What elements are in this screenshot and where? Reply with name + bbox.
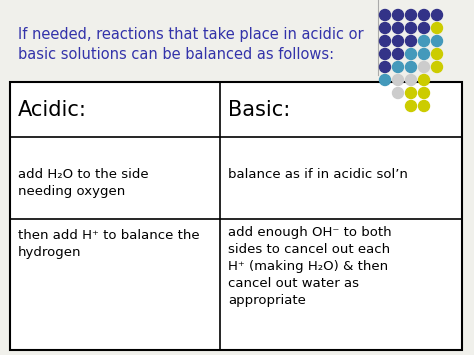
Circle shape [405, 100, 417, 111]
Circle shape [392, 22, 403, 33]
Circle shape [431, 61, 443, 72]
Circle shape [419, 36, 429, 47]
Circle shape [392, 61, 403, 72]
Text: If needed, reactions that take place in acidic or: If needed, reactions that take place in … [18, 27, 364, 42]
Circle shape [392, 87, 403, 98]
Circle shape [392, 36, 403, 47]
Text: basic solutions can be balanced as follows:: basic solutions can be balanced as follo… [18, 47, 334, 62]
Circle shape [380, 61, 391, 72]
Circle shape [405, 61, 417, 72]
Circle shape [405, 87, 417, 98]
Text: then add H⁺ to balance the
hydrogen: then add H⁺ to balance the hydrogen [18, 229, 200, 260]
Circle shape [419, 100, 429, 111]
Text: balance as if in acidic sol’n: balance as if in acidic sol’n [228, 168, 408, 181]
Bar [10, 82, 462, 350]
Circle shape [419, 22, 429, 33]
Circle shape [405, 49, 417, 60]
Circle shape [392, 75, 403, 86]
Circle shape [419, 75, 429, 86]
Circle shape [380, 36, 391, 47]
Circle shape [419, 49, 429, 60]
Circle shape [380, 22, 391, 33]
Circle shape [419, 87, 429, 98]
Circle shape [431, 22, 443, 33]
Circle shape [380, 75, 391, 86]
Circle shape [419, 10, 429, 21]
Circle shape [431, 49, 443, 60]
Text: add enough OH⁻ to both
sides to cancel out each
H⁺ (making H₂O) & then
cancel ou: add enough OH⁻ to both sides to cancel o… [228, 225, 392, 307]
Circle shape [419, 61, 429, 72]
Text: add H₂O to the side
needing oxygen: add H₂O to the side needing oxygen [18, 168, 149, 198]
Text: Acidic:: Acidic: [18, 99, 87, 120]
Circle shape [380, 49, 391, 60]
Circle shape [405, 36, 417, 47]
Circle shape [392, 49, 403, 60]
Text: Basic:: Basic: [228, 99, 290, 120]
Circle shape [431, 36, 443, 47]
Circle shape [405, 22, 417, 33]
Circle shape [380, 10, 391, 21]
Circle shape [405, 10, 417, 21]
Circle shape [392, 10, 403, 21]
Circle shape [431, 10, 443, 21]
Circle shape [405, 75, 417, 86]
